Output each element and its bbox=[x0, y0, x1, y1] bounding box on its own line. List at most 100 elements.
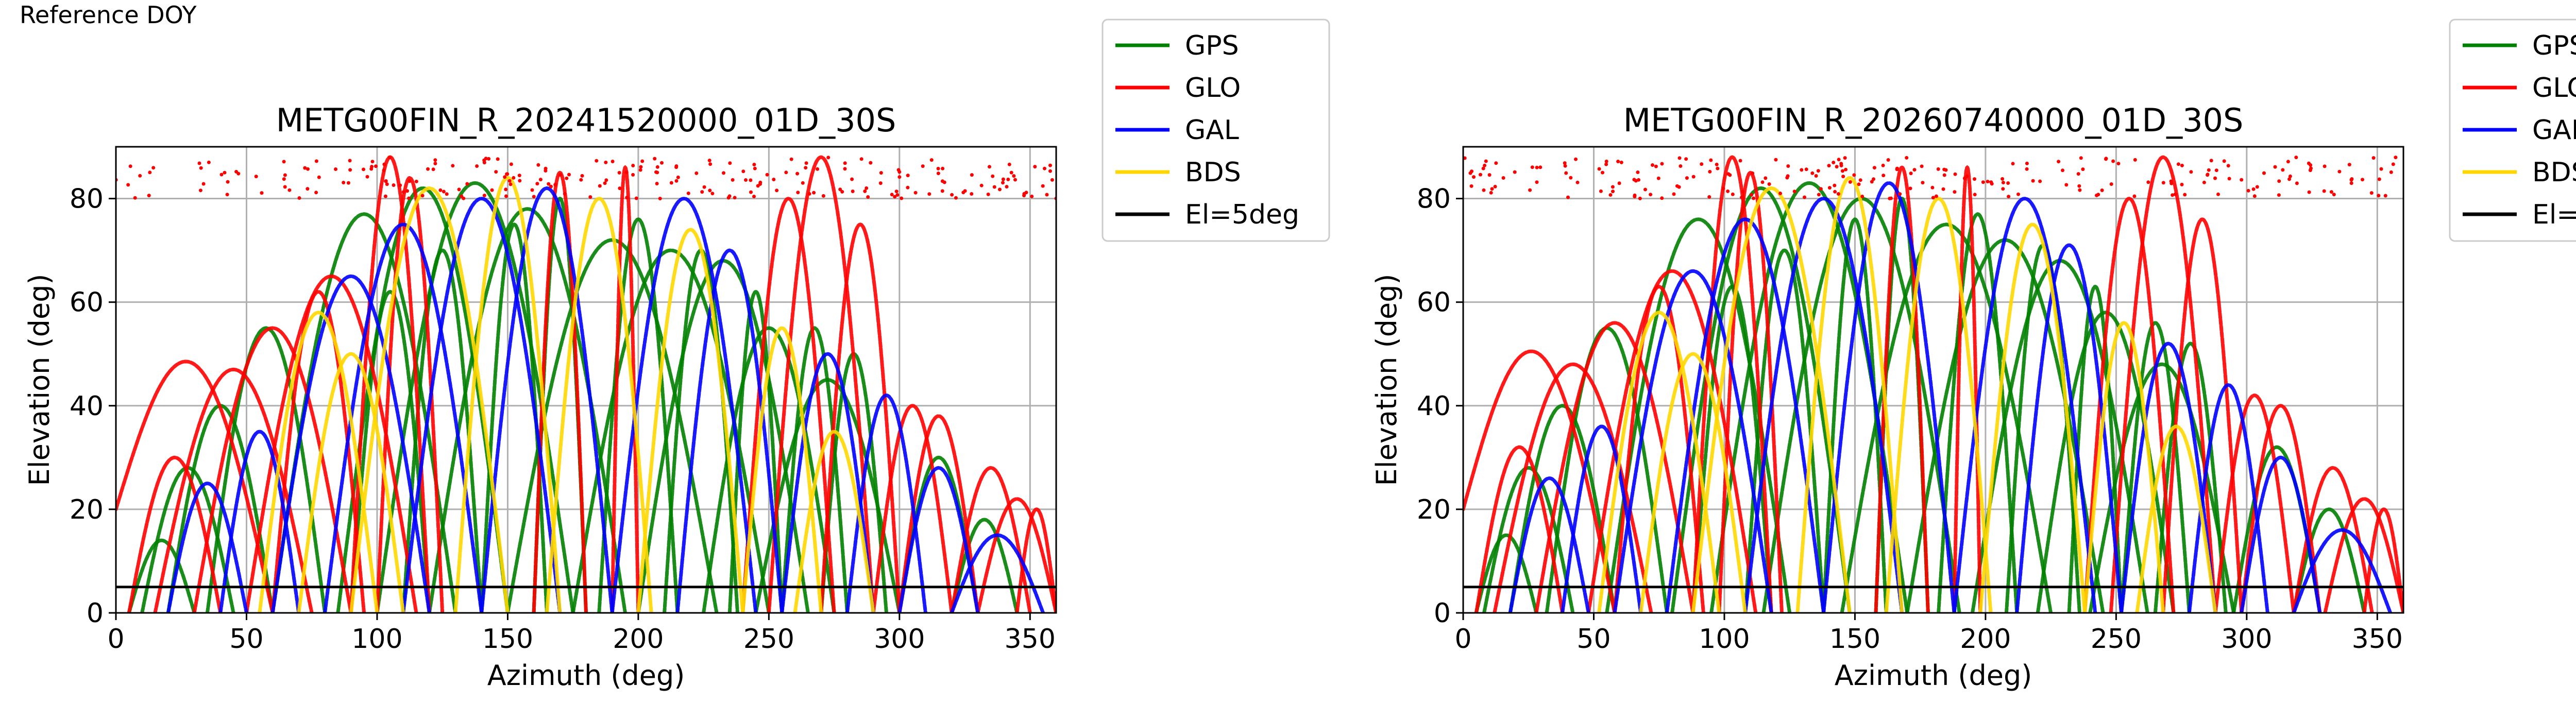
dot-78 bbox=[655, 182, 659, 185]
dot-209 bbox=[1001, 177, 1005, 181]
dot-87 bbox=[838, 187, 842, 192]
dot-36 bbox=[936, 166, 940, 170]
dot-90 bbox=[753, 166, 757, 170]
dot-99 bbox=[1045, 193, 1049, 197]
dot-53 bbox=[2322, 189, 2326, 193]
dot-132 bbox=[1479, 173, 1482, 177]
track-bds-2 bbox=[1795, 176, 1904, 613]
dot-73 bbox=[744, 178, 748, 182]
dot-224 bbox=[708, 162, 713, 166]
dot-179 bbox=[2116, 162, 2121, 166]
dot-80 bbox=[405, 189, 409, 193]
dot-197 bbox=[2206, 173, 2210, 177]
track-gps-13 bbox=[950, 518, 1019, 613]
dot-137 bbox=[936, 172, 940, 176]
dot-155 bbox=[2286, 160, 2290, 164]
dot-152 bbox=[895, 193, 900, 197]
dot-107 bbox=[1909, 172, 1913, 176]
dot-81 bbox=[1679, 164, 1683, 168]
x-tick-label: 100 bbox=[1699, 624, 1750, 655]
dot-143 bbox=[518, 179, 522, 183]
skyplot-chart-2026: 0 50 100 150 200 250 300 350 0 20 40 60 80 METG00FIN_… bbox=[1370, 19, 2576, 692]
track-bds-1 bbox=[349, 186, 510, 613]
dot-95 bbox=[365, 175, 369, 179]
dot-57 bbox=[752, 163, 756, 166]
dot-176 bbox=[756, 184, 760, 188]
x-tick-label: 50 bbox=[1577, 624, 1611, 655]
x-tick-label: 50 bbox=[229, 624, 263, 655]
dot-19 bbox=[398, 183, 402, 187]
track-bds-6 bbox=[1639, 352, 1747, 613]
track-gal-5 bbox=[675, 248, 784, 613]
dot-53 bbox=[199, 166, 203, 170]
dot-146 bbox=[2180, 182, 2184, 186]
dot-188 bbox=[297, 196, 301, 200]
dot-71 bbox=[1001, 181, 1005, 185]
dot-184 bbox=[1009, 170, 1013, 175]
dot-210 bbox=[625, 196, 629, 200]
dot-102 bbox=[1819, 187, 1823, 191]
dot-216 bbox=[2076, 172, 2080, 176]
dot-220 bbox=[1493, 184, 1497, 188]
track-gps-19 bbox=[1937, 212, 2019, 613]
dot-66 bbox=[509, 182, 513, 186]
dot-228 bbox=[507, 179, 512, 183]
dot-50 bbox=[283, 185, 287, 189]
dot-204 bbox=[789, 157, 793, 161]
y-tick-label: 20 bbox=[1417, 494, 1451, 525]
dot-118 bbox=[2329, 190, 2333, 194]
dot-14 bbox=[197, 161, 201, 165]
x-tick-label: 150 bbox=[1829, 624, 1880, 655]
track-glo-8 bbox=[2213, 393, 2296, 613]
dot-43 bbox=[475, 164, 479, 168]
dot-23 bbox=[988, 165, 991, 169]
dot-9 bbox=[1843, 156, 1847, 160]
dot-159 bbox=[1535, 165, 1539, 169]
dot-178 bbox=[462, 196, 466, 200]
dot-46 bbox=[2337, 169, 2342, 174]
dot-62 bbox=[1041, 184, 1045, 188]
dot-207 bbox=[2294, 156, 2298, 160]
dot-212 bbox=[702, 185, 706, 189]
track-bds-4 bbox=[1978, 222, 2087, 613]
dot-210 bbox=[1636, 170, 1640, 174]
track-glo-11 bbox=[976, 497, 1056, 613]
dot-226 bbox=[617, 170, 621, 175]
dot-25 bbox=[2180, 163, 2184, 167]
dot-170 bbox=[921, 164, 925, 168]
dot-206 bbox=[979, 183, 984, 187]
dot-143 bbox=[2189, 170, 2193, 174]
track-gal-7 bbox=[2187, 383, 2269, 613]
dot-26 bbox=[655, 165, 659, 169]
dot-166 bbox=[2209, 159, 2213, 163]
dot-27 bbox=[530, 188, 534, 192]
x-tick-label: 0 bbox=[107, 624, 124, 655]
dot-17 bbox=[1774, 158, 1778, 162]
dot-18 bbox=[2001, 177, 2005, 181]
dot-56 bbox=[1872, 166, 1876, 170]
dot-130 bbox=[2100, 188, 2104, 192]
dot-165 bbox=[317, 175, 321, 179]
dot-91 bbox=[225, 193, 229, 197]
dot-119 bbox=[2349, 178, 2353, 182]
dot-106 bbox=[408, 179, 412, 183]
dot-74 bbox=[913, 191, 918, 195]
legend-entry: GAL bbox=[1185, 115, 1239, 146]
dot-40 bbox=[2377, 194, 2381, 198]
dot-140 bbox=[503, 175, 507, 179]
track-glo-3 bbox=[245, 274, 418, 613]
legend-box bbox=[1101, 19, 1330, 242]
dot-8 bbox=[487, 157, 491, 161]
dot-202 bbox=[1632, 178, 1636, 182]
dot-9 bbox=[496, 157, 500, 161]
dot-113 bbox=[1470, 169, 1473, 174]
dot-26 bbox=[2183, 193, 2187, 197]
dot-189 bbox=[1030, 194, 1034, 198]
dot-16 bbox=[549, 184, 553, 188]
dot-13 bbox=[749, 190, 753, 194]
legend-entry: BDS bbox=[1185, 157, 1241, 188]
dot-153 bbox=[558, 173, 563, 177]
dot-99 bbox=[1973, 177, 1976, 181]
dot-60 bbox=[2383, 194, 2387, 198]
dot-48 bbox=[1487, 173, 1492, 177]
